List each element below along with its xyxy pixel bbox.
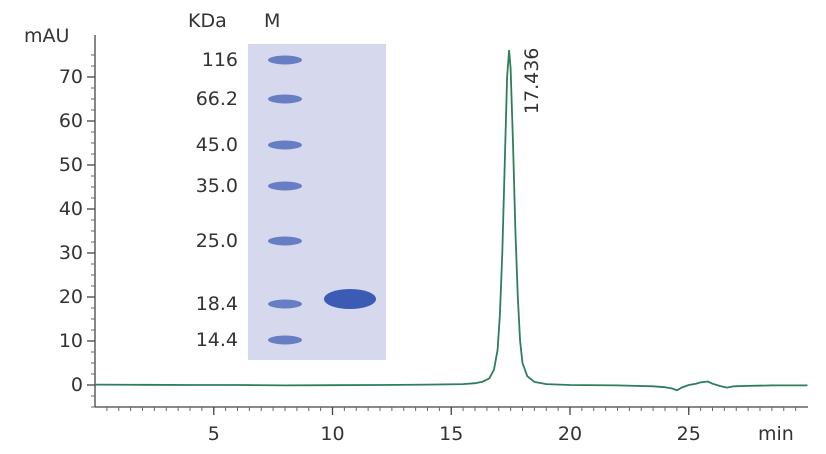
marker-band (268, 236, 302, 246)
marker-band (268, 181, 302, 191)
marker-band (268, 55, 302, 65)
x-axis-ticks: 5 10 15 20 25 (208, 407, 701, 445)
y-tick-label: 20 (59, 286, 83, 308)
marker-band (268, 335, 302, 345)
marker-bands (268, 55, 302, 345)
marker-band (268, 94, 302, 104)
x-tick-label: 10 (320, 423, 344, 445)
kda-label: KDa (188, 10, 227, 32)
y-tick-label: 10 (59, 330, 83, 352)
marker-labels: 116 66.2 45.0 35.0 25.0 18.4 14.4 (196, 49, 238, 351)
y-tick-label: 60 (59, 110, 83, 132)
marker-label: 45.0 (196, 134, 238, 156)
marker-label: 18.4 (196, 293, 238, 315)
marker-band (268, 140, 302, 150)
lane-marker-label: M (264, 10, 280, 32)
marker-label: 66.2 (196, 88, 238, 110)
y-tick-label: 0 (71, 374, 83, 396)
y-tick-label: 70 (59, 66, 83, 88)
gel-inset: KDa M 116 66.2 45.0 35.0 25.0 18.4 14.4 (188, 10, 386, 360)
y-axis-label: mAU (24, 25, 69, 47)
x-tick-label: 25 (677, 423, 701, 445)
marker-label: 35.0 (196, 175, 238, 197)
peak-annotation: 17.436 (521, 48, 543, 114)
x-tick-label: 15 (439, 423, 463, 445)
y-tick-label: 30 (59, 242, 83, 264)
x-tick-label: 20 (558, 423, 582, 445)
gel-background (248, 44, 386, 360)
marker-label: 25.0 (196, 230, 238, 252)
marker-band (268, 299, 302, 309)
y-tick-label: 40 (59, 198, 83, 220)
y-tick-label: 50 (59, 154, 83, 176)
marker-label: 14.4 (196, 329, 238, 351)
series-line (94, 49, 808, 392)
x-axis-label: min (758, 423, 794, 445)
marker-label: 116 (202, 49, 238, 71)
sample-band (324, 289, 376, 309)
x-tick-label: 5 (208, 423, 220, 445)
y-axis-ticks: 0 10 20 30 40 50 60 70 (59, 66, 95, 396)
